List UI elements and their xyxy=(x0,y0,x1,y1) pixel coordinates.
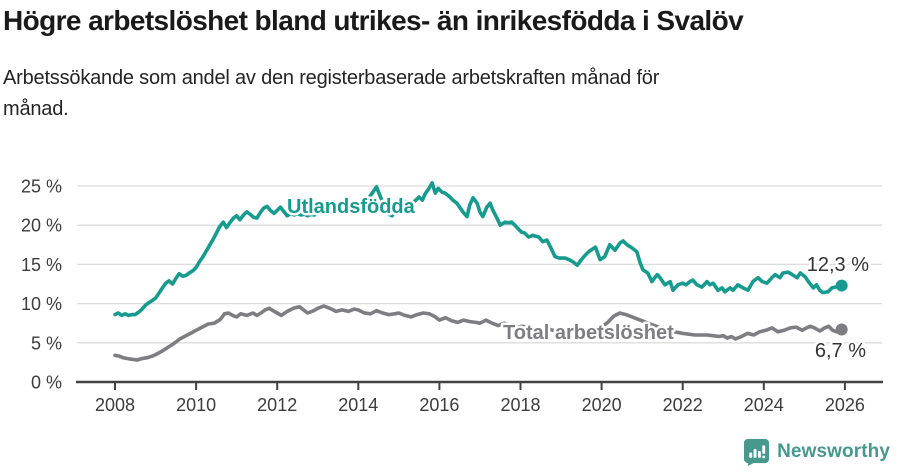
y-axis-label: 0 % xyxy=(31,373,62,393)
x-axis: 2008 2010 2012 2014 2016 2018 2020 2022 2024 2026 xyxy=(76,380,883,415)
x-axis-label: 2026 xyxy=(825,395,865,415)
y-axis-labels: 0 % 5 % 10 % 15 % 20 % 25 % xyxy=(21,177,62,393)
newsworthy-speech-bubble-bar-chart-icon xyxy=(744,438,770,466)
series-line-total-arbetsl-shet xyxy=(113,304,844,362)
y-axis-label: 20 % xyxy=(21,216,62,236)
x-axis-label: 2018 xyxy=(500,395,540,415)
y-axis-label: 15 % xyxy=(21,255,62,275)
y-axis-label: 25 % xyxy=(21,177,62,197)
x-axis-label: 2020 xyxy=(582,395,622,415)
series-end-dot-total-arbetsl-shet xyxy=(835,323,848,336)
series-line-utlandsf-dda xyxy=(113,181,844,318)
x-axis-label: 2016 xyxy=(419,395,459,415)
series-label-utlandsf-dda: Utlandsfödda xyxy=(287,196,416,218)
newsworthy-logo: Newsworthy xyxy=(743,438,890,466)
x-axis-label: 2012 xyxy=(257,395,297,415)
series-end-dot-utlandsf-dda xyxy=(835,279,848,292)
newsworthy-logo-text: Newsworthy xyxy=(777,441,890,462)
chart-subtitle: Arbetssökande som andel av den registerb… xyxy=(3,67,660,120)
series-label-total-arbetsl-shet: Total arbetslöshet xyxy=(503,322,674,344)
x-axis-label: 2008 xyxy=(95,395,135,415)
x-axis-label: 2022 xyxy=(663,395,703,415)
y-axis-label: 10 % xyxy=(21,294,62,314)
x-axis-label: 2010 xyxy=(176,395,216,415)
x-axis-label: 2014 xyxy=(338,395,378,415)
end-value-label-total-arbetsl-shet: 6,7 % xyxy=(815,340,866,362)
end-value-label-utlandsf-dda: 12,3 % xyxy=(807,254,869,276)
y-axis-label: 5 % xyxy=(31,333,62,353)
chart-title: Högre arbetslöshet bland utrikes- än inr… xyxy=(3,5,744,36)
gridlines xyxy=(77,185,882,344)
x-axis-label: 2024 xyxy=(744,395,784,415)
